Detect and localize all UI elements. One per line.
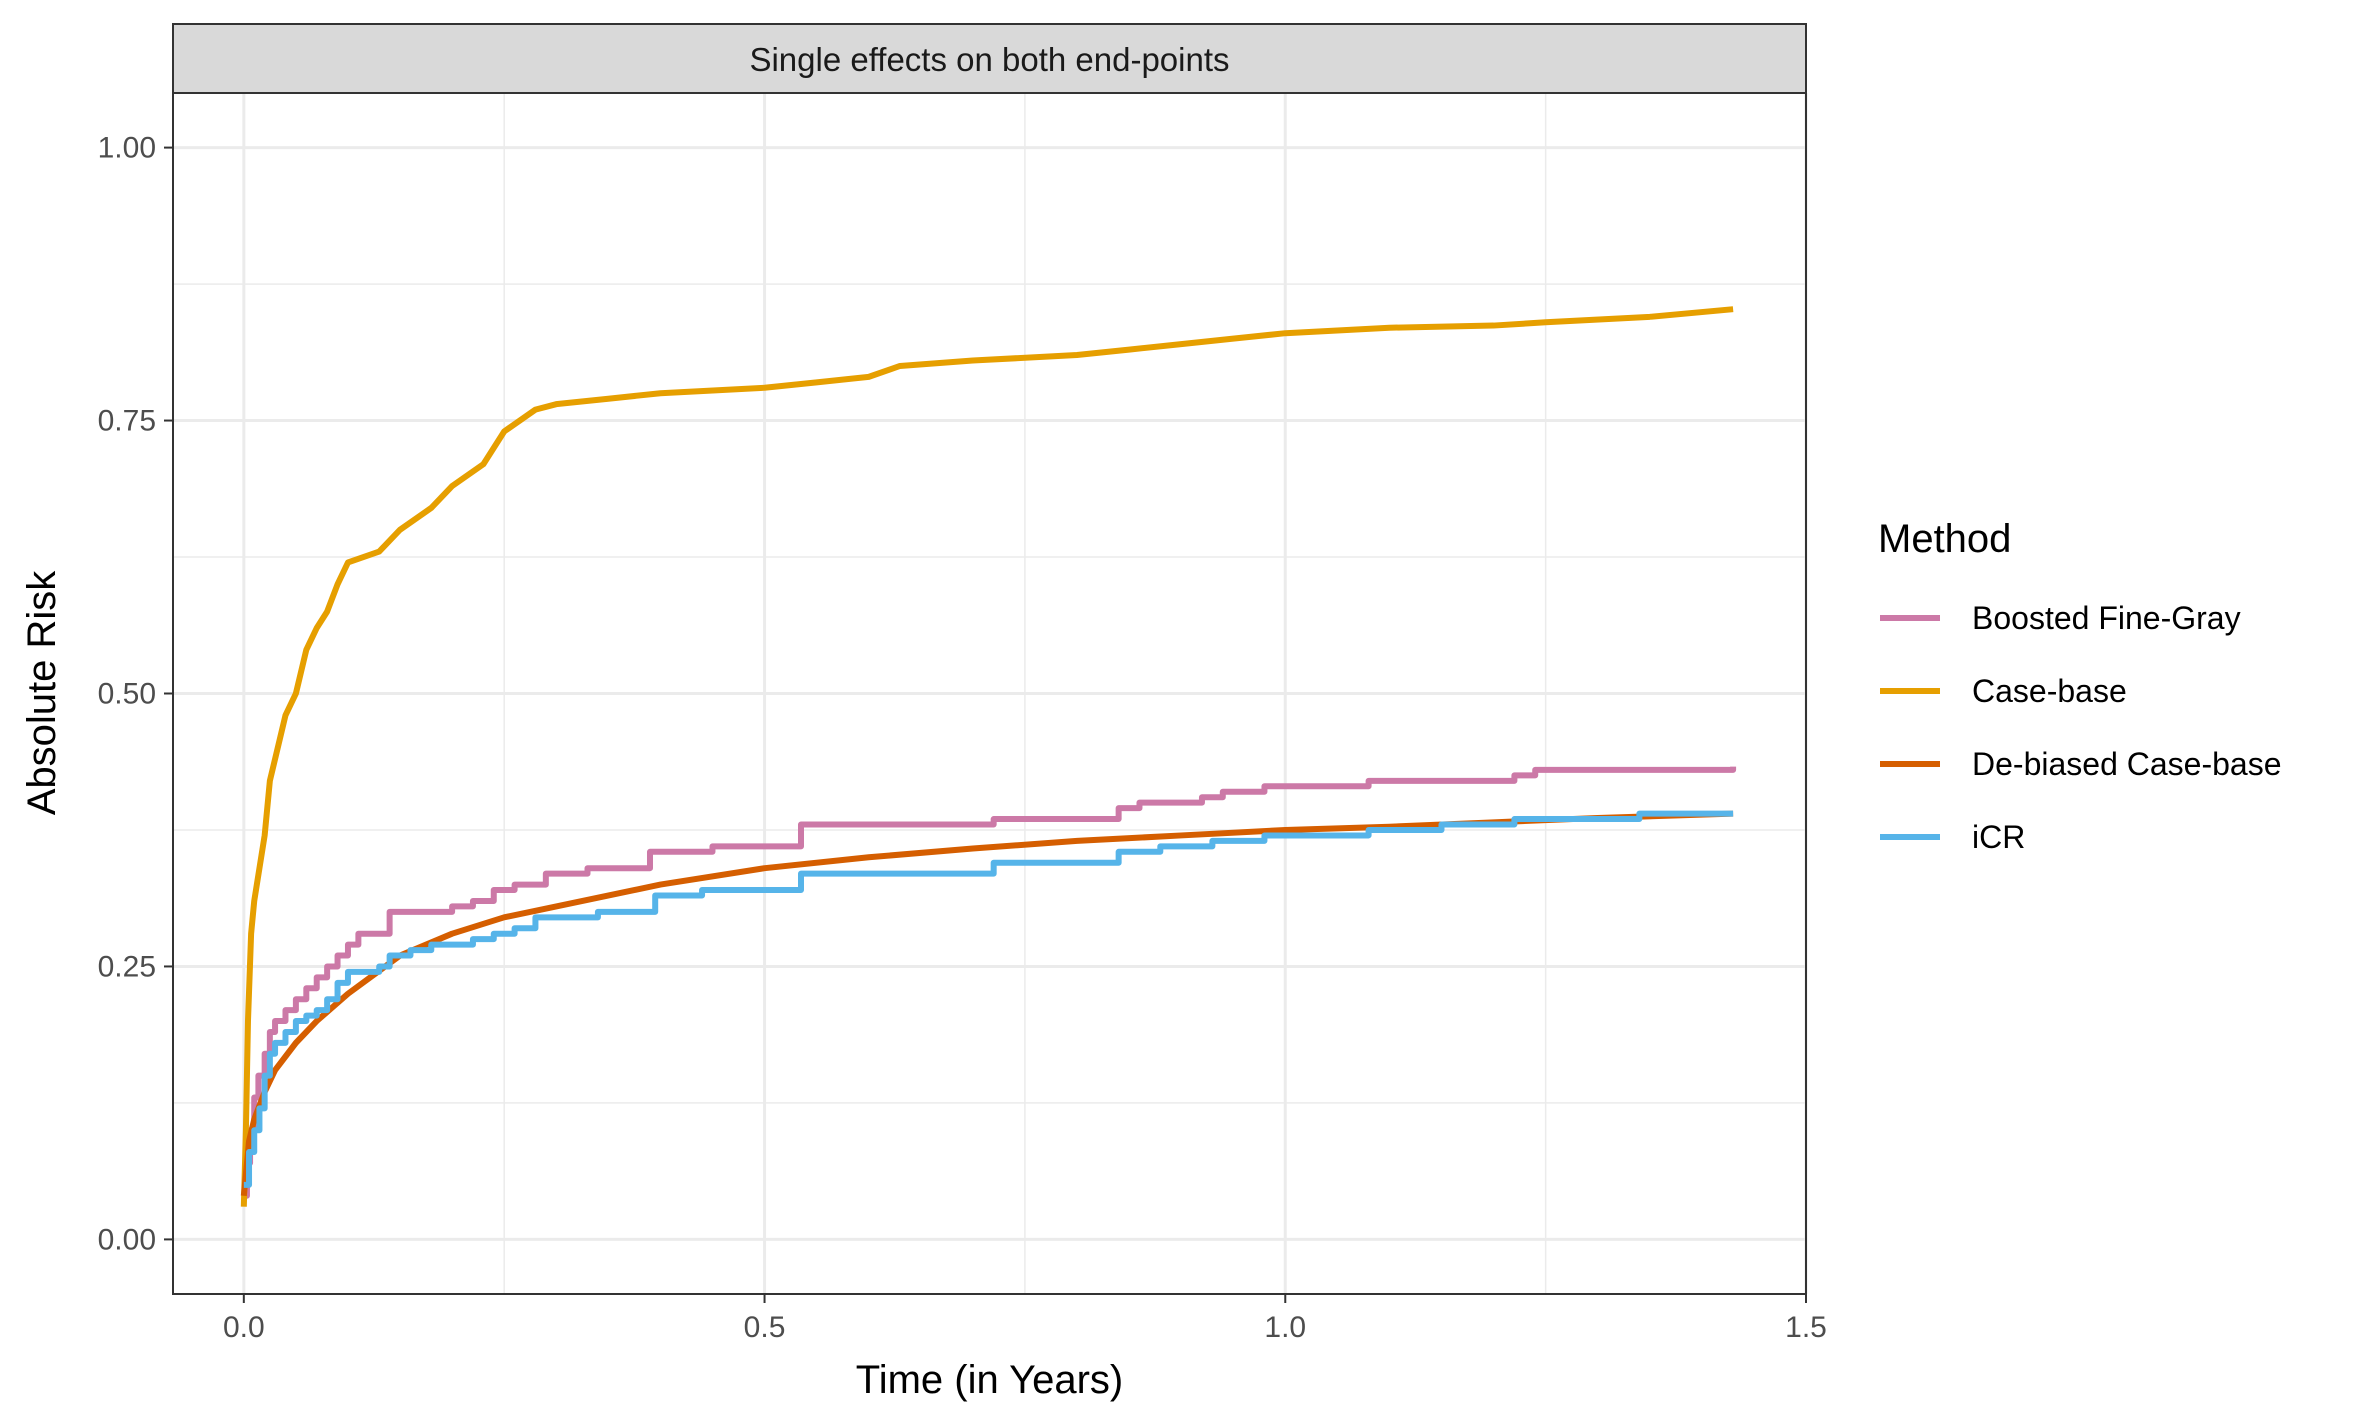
legend-label: De-biased Case-base xyxy=(1972,746,2282,782)
y-axis-title: Absolute Risk xyxy=(20,570,64,816)
x-tick-label: 1.0 xyxy=(1264,1311,1306,1344)
x-tick-label: 1.5 xyxy=(1785,1311,1827,1344)
x-tick-label: 0.5 xyxy=(744,1311,786,1344)
facet-strip-label: Single effects on both end-points xyxy=(749,41,1229,78)
axis-layer: 0.0 0.5 1.0 1.5 0.00 0.25 0.50 0.75 1.00 xyxy=(98,132,1827,1344)
legend-title: Method xyxy=(1878,517,2011,561)
legend: Method Boosted Fine-Gray Case-base De-bias… xyxy=(1878,517,2282,855)
legend-label: Case-base xyxy=(1972,673,2127,709)
series-layer xyxy=(240,306,1737,1207)
series-line-case-base xyxy=(240,306,1734,1207)
legend-label: Boosted Fine-Gray xyxy=(1972,600,2241,636)
y-tick-label: 1.00 xyxy=(98,132,156,165)
series-line-boosted-fine-gray xyxy=(243,766,1737,1199)
facet-strip xyxy=(172,23,1807,94)
series-line-icr xyxy=(243,810,1734,1188)
y-tick-label: 0.50 xyxy=(98,678,156,711)
legend-label: iCR xyxy=(1972,819,2025,855)
y-tick-label: 0.25 xyxy=(98,950,156,983)
y-tick-label: 0.75 xyxy=(98,405,156,438)
x-tick-label: 0.0 xyxy=(223,1311,265,1344)
y-tick-label: 0.00 xyxy=(98,1223,156,1256)
x-axis-title: Time (in Years) xyxy=(856,1358,1124,1402)
